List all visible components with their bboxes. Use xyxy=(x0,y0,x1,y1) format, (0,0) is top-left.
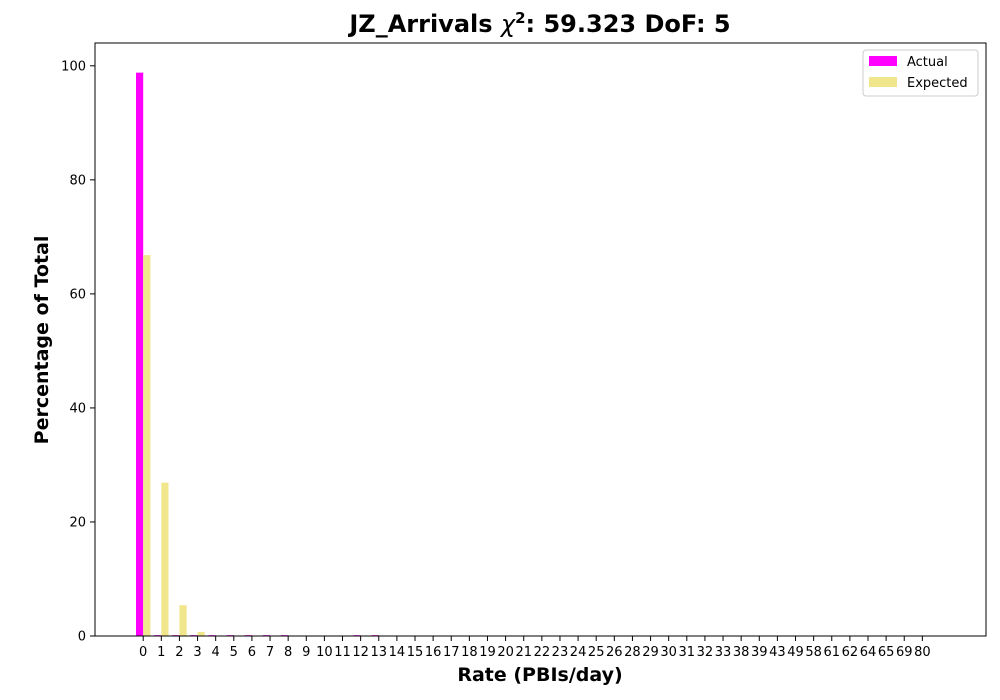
y-axis-label: Percentage of Total xyxy=(31,236,53,445)
x-tick-label: 6 xyxy=(248,645,256,660)
x-tick-label: 12 xyxy=(352,645,369,660)
legend-label-actual: Actual xyxy=(907,55,948,70)
x-tick-label: 13 xyxy=(370,645,387,660)
x-tick-label: 58 xyxy=(805,645,822,660)
x-tick-label: 25 xyxy=(588,645,605,660)
y-tick-label: 80 xyxy=(69,173,86,188)
legend-swatch-expected xyxy=(869,77,897,87)
x-tick-label: 0 xyxy=(139,645,147,660)
x-tick-label: 65 xyxy=(878,645,895,660)
bar-expected-2 xyxy=(179,605,187,636)
y-tick-label: 100 xyxy=(61,59,86,74)
x-tick-label: 62 xyxy=(842,645,859,660)
x-tick-label: 20 xyxy=(497,645,514,660)
legend: Actual Expected xyxy=(862,49,979,97)
x-tick-label: 80 xyxy=(914,645,931,660)
x-tick-label: 3 xyxy=(193,645,201,660)
x-tick-label: 43 xyxy=(769,645,786,660)
bar-expected-1 xyxy=(161,482,169,636)
y-tick-label: 20 xyxy=(69,515,86,530)
bars xyxy=(136,72,923,637)
x-tick-label: 24 xyxy=(570,645,587,660)
x-tick-label: 21 xyxy=(515,645,532,660)
x-tick-label: 39 xyxy=(751,645,768,660)
x-tick-label: 1 xyxy=(157,645,165,660)
x-tick-label: 2 xyxy=(175,645,183,660)
x-tick-label: 18 xyxy=(461,645,478,660)
x-tick-label: 22 xyxy=(534,645,551,660)
x-tick-label: 29 xyxy=(642,645,659,660)
x-tick-label: 4 xyxy=(212,645,220,660)
x-tick-label: 64 xyxy=(860,645,877,660)
x-tick-label: 11 xyxy=(334,645,351,660)
x-axis-label: Rate (PBIs/day) xyxy=(457,664,622,686)
x-tick-label: 32 xyxy=(697,645,714,660)
bar-expected-0 xyxy=(143,255,151,637)
x-tick-label: 17 xyxy=(443,645,460,660)
x-tick-label: 19 xyxy=(479,645,496,660)
x-ticks: 0 1 2 3 4 5 6 7 8 9 10 11 12 13 14 15 16 17 18 19 20 21 22 23 24… xyxy=(139,636,931,660)
x-tick-label: 30 xyxy=(660,645,677,660)
x-tick-label: 49 xyxy=(787,645,804,660)
y-tick-label: 60 xyxy=(69,287,86,302)
x-tick-label: 33 xyxy=(715,645,732,660)
x-tick-label: 38 xyxy=(733,645,750,660)
y-tick-label: 0 xyxy=(78,630,86,645)
x-tick-label: 31 xyxy=(679,645,696,660)
x-tick-label: 23 xyxy=(552,645,569,660)
x-tick-label: 26 xyxy=(606,645,623,660)
x-tick-label: 15 xyxy=(407,645,424,660)
y-tick-label: 40 xyxy=(69,401,86,416)
x-tick-label: 7 xyxy=(266,645,274,660)
x-tick-label: 10 xyxy=(316,645,333,660)
legend-swatch-actual xyxy=(869,56,897,66)
x-tick-label: 28 xyxy=(624,645,641,660)
x-tick-label: 69 xyxy=(896,645,913,660)
x-tick-label: 14 xyxy=(389,645,406,660)
bar-expected-3 xyxy=(197,631,205,636)
plot-frame xyxy=(94,42,987,637)
legend-label-expected: Expected xyxy=(907,76,968,91)
x-tick-label: 9 xyxy=(302,645,310,660)
chart-title: JZ_Arrivals χ2: 59.323 DoF: 5 xyxy=(347,9,730,38)
x-tick-label: 5 xyxy=(230,645,238,660)
x-tick-label: 61 xyxy=(823,645,840,660)
bar-actual-0 xyxy=(136,72,144,636)
y-ticks: 0 20 40 60 80 100 xyxy=(61,59,95,645)
x-tick-label: 8 xyxy=(284,645,292,660)
x-tick-label: 16 xyxy=(425,645,442,660)
